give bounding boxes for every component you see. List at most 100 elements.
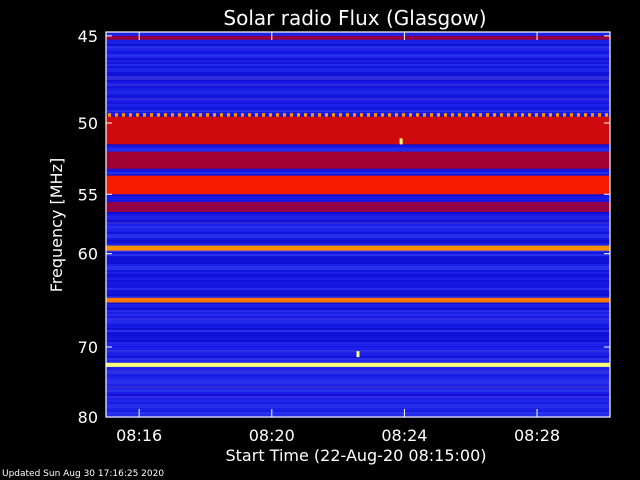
- noise-stripe: [106, 380, 610, 382]
- band-dash: [458, 113, 461, 118]
- band-dash: [549, 113, 552, 118]
- band: [106, 116, 610, 145]
- x-tick-label: 08:16: [116, 426, 162, 445]
- noise-stripe: [106, 302, 610, 304]
- noise-stripe: [106, 312, 610, 314]
- noise-stripe: [106, 170, 610, 172]
- noise-stripe: [106, 244, 610, 246]
- noise-stripe: [106, 252, 610, 254]
- band-dash: [185, 113, 188, 118]
- noise-stripe: [106, 232, 610, 234]
- noise-stripe: [106, 98, 610, 100]
- noise-stripe: [106, 374, 610, 376]
- noise-stripe: [106, 234, 610, 236]
- y-tick-label: 45: [78, 27, 98, 46]
- noise-stripe: [106, 218, 610, 220]
- band-dash: [269, 113, 272, 118]
- band: [106, 201, 610, 212]
- noise-stripe: [106, 34, 610, 36]
- band-dash: [598, 113, 601, 118]
- band-dash: [171, 113, 174, 118]
- band-dash: [437, 113, 440, 118]
- noise-stripe: [106, 74, 610, 76]
- noise-stripe: [106, 256, 610, 258]
- band-dash: [367, 113, 370, 118]
- y-tick-label: 55: [78, 185, 98, 204]
- noise-stripe: [106, 50, 610, 52]
- noise-stripe: [106, 278, 610, 280]
- noise-stripe: [106, 250, 610, 252]
- band-dash: [591, 113, 594, 118]
- band-dash: [472, 113, 475, 118]
- band-dash: [227, 113, 230, 118]
- band-dash: [465, 113, 468, 118]
- noise-stripe: [106, 288, 610, 290]
- noise-stripe: [106, 328, 610, 330]
- band-dash: [374, 113, 377, 118]
- y-tick-label: 80: [78, 408, 98, 427]
- band: [106, 35, 610, 40]
- noise-stripe: [106, 330, 610, 332]
- noise-stripe: [106, 382, 610, 384]
- noise-stripe: [106, 272, 610, 274]
- band-dash: [479, 113, 482, 118]
- y-tick-label: 60: [78, 245, 98, 264]
- noise-stripe: [106, 310, 610, 312]
- noise-stripe: [106, 86, 610, 88]
- noise-stripe: [106, 414, 610, 416]
- band-dash: [430, 113, 433, 118]
- band: [106, 151, 610, 169]
- noise-stripe: [106, 378, 610, 380]
- noise-stripe: [106, 66, 610, 68]
- band-dash: [360, 113, 363, 118]
- noise-stripe: [106, 106, 610, 108]
- band-dash: [388, 113, 391, 118]
- band-dash: [500, 113, 503, 118]
- noise-stripe: [106, 308, 610, 310]
- band-dash: [325, 113, 328, 118]
- noise-stripe: [106, 350, 610, 352]
- noise-stripe: [106, 214, 610, 216]
- noise-stripe: [106, 366, 610, 368]
- spectrogram-figure: Solar radio Flux (Glasgow) 455055607080 …: [47, 6, 611, 465]
- noise-stripe: [106, 80, 610, 82]
- noise-stripe: [106, 40, 610, 42]
- noise-stripe: [106, 334, 610, 336]
- noise-stripe: [106, 338, 610, 340]
- noise-stripe: [106, 254, 610, 256]
- noise-stripe: [106, 336, 610, 338]
- noise-stripe: [106, 370, 610, 372]
- band-dash: [122, 113, 125, 118]
- noise-stripe: [106, 46, 610, 48]
- band-dash: [255, 113, 258, 118]
- noise-stripe: [106, 316, 610, 318]
- x-tick-label: 08:20: [249, 426, 295, 445]
- noise-stripe: [106, 48, 610, 50]
- noise-stripe: [106, 146, 610, 148]
- burst-point: [356, 351, 360, 358]
- band-dash: [297, 113, 300, 118]
- noise-stripe: [106, 262, 610, 264]
- noise-stripe: [106, 198, 610, 200]
- noise-stripe: [106, 368, 610, 370]
- band-dash: [486, 113, 489, 118]
- noise-stripe: [106, 100, 610, 102]
- noise-stripe: [106, 274, 610, 276]
- noise-stripe: [106, 306, 610, 308]
- noise-stripe: [106, 104, 610, 106]
- y-axis-label: Frequency [MHz]: [47, 158, 66, 292]
- band-dash: [514, 113, 517, 118]
- noise-stripe: [106, 90, 610, 92]
- noise-stripe: [106, 32, 610, 34]
- noise-stripe: [106, 390, 610, 392]
- noise-stripe: [106, 276, 610, 278]
- noise-stripe: [106, 324, 610, 326]
- noise-stripe: [106, 282, 610, 284]
- noise-stripe: [106, 76, 610, 78]
- noise-stripe: [106, 228, 610, 230]
- noise-stripe: [106, 168, 610, 170]
- noise-stripe: [106, 220, 610, 222]
- noise-stripe: [106, 236, 610, 238]
- noise-stripe: [106, 400, 610, 402]
- band-dash: [157, 113, 160, 118]
